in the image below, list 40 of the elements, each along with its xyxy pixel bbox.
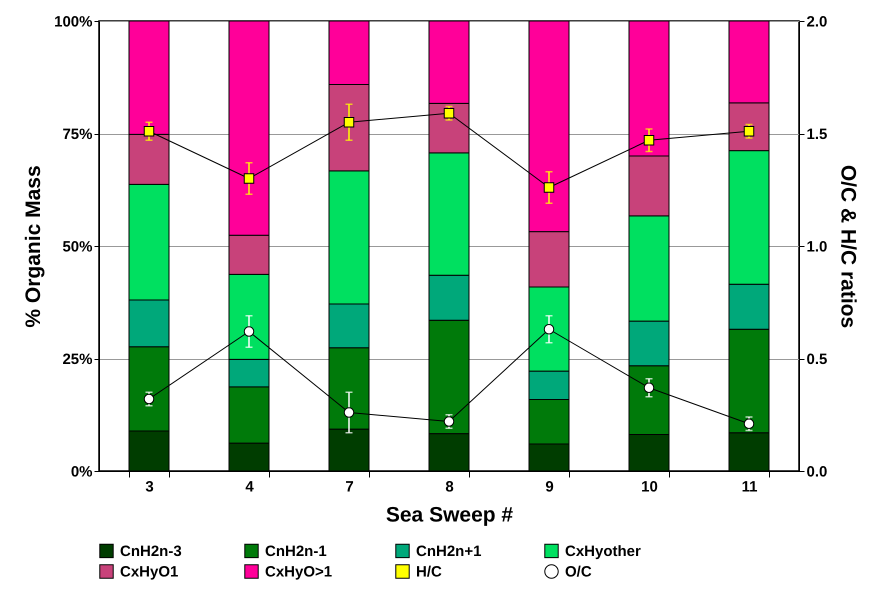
x-tick-label: 7 [345,478,354,496]
legend-label: CxHyother [565,542,642,560]
y2-axis-title: O/C & H/C ratios [836,164,860,328]
point [344,407,354,418]
y-tick-label: 100% [54,14,92,30]
y-axis-title: % Organic Mass [22,165,46,328]
point [144,126,154,136]
point [744,418,754,429]
point [244,326,254,337]
x-tick-label: 4 [245,478,254,496]
legend-label: CxHyO>1 [265,564,332,580]
x-tick-label: 10 [641,478,658,496]
y2-tick-label: 0.0 [806,464,828,480]
y2-tick-label: 2.0 [806,14,828,30]
x-axis-title: Sea Sweep # [386,504,514,526]
point [244,173,254,184]
legend-label: O/C [565,564,592,580]
y-tick-label: 50% [62,238,92,256]
y2-tick-label: 0.5 [806,351,828,368]
y-tick-label: 0% [70,464,92,480]
x-tick-label: 3 [145,478,154,496]
legend-label: CxHyO1 [120,564,178,580]
y-tick-label: 75% [62,126,92,143]
y2-tick-label: 1.5 [806,126,828,143]
y2-tick-label: 1.0 [806,238,828,256]
y-tick-label: 25% [62,351,92,368]
point [544,182,554,193]
point [544,324,554,334]
legend-label: CnH2n+1 [416,542,482,560]
legend-label: CnH2n-1 [265,542,327,560]
x-tick-label: 9 [545,478,554,496]
legend-label: H/C [416,564,442,580]
x-tick-label: 11 [742,478,758,496]
point [644,382,654,393]
point [344,117,354,128]
point [744,126,754,136]
point [444,108,454,118]
point [644,135,654,146]
legend-label: CnH2n-3 [120,542,182,560]
x-tick-label: 8 [445,478,454,496]
